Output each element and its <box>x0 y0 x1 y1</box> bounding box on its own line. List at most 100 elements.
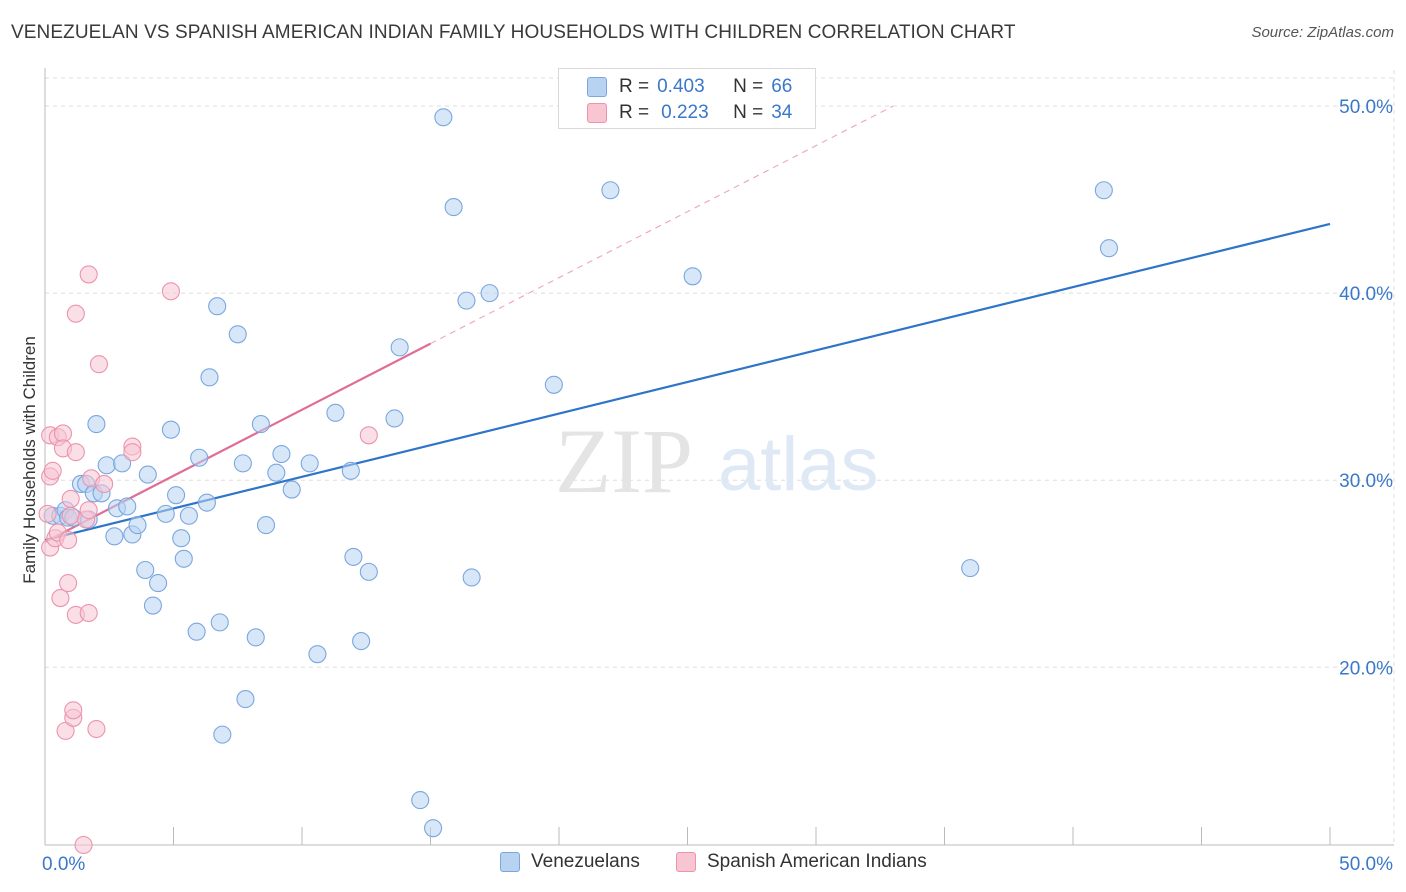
point-venezuelans <box>424 819 443 838</box>
point-venezuelans <box>233 454 252 473</box>
point-venezuelans <box>213 725 232 744</box>
point-venezuelans <box>683 267 702 286</box>
point-venezuelans <box>208 297 227 316</box>
point-venezuelans <box>444 198 463 217</box>
tick-labels: 20.0% 30.0% 40.0% 50.0% 0.0% 50.0% <box>42 97 1393 875</box>
point-spanish-american-indians <box>79 265 98 284</box>
point-venezuelans <box>344 547 363 566</box>
y-tick-label: 20.0% <box>1339 658 1393 679</box>
point-venezuelans <box>457 291 476 310</box>
point-venezuelans <box>105 527 124 546</box>
point-venezuelans <box>167 486 186 505</box>
point-venezuelans <box>256 516 276 535</box>
x-tick-label: 0.0% <box>42 854 85 875</box>
point-venezuelans <box>961 559 980 578</box>
y-tick-label: 50.0% <box>1339 97 1393 118</box>
x-tick-label: 50.0% <box>1339 854 1393 875</box>
correlation-legend: R = 0.403 N = 66 R = 0.223 N = 34 <box>558 68 816 129</box>
point-venezuelans <box>544 375 563 394</box>
legend-row-venezuelans: R = 0.403 N = 66 <box>587 74 792 100</box>
series-legend-venezuelans[interactable]: Venezuelans <box>500 851 640 873</box>
point-spanish-american-indians <box>64 701 83 720</box>
legend-n-label: N = <box>733 76 764 97</box>
legend-n-value: 34 <box>771 102 793 123</box>
point-venezuelans <box>601 181 620 200</box>
point-spanish-american-indians <box>79 603 98 623</box>
point-spanish-american-indians <box>61 506 80 525</box>
point-venezuelans <box>138 465 157 484</box>
watermark-atlas: atlas <box>718 422 879 507</box>
point-venezuelans <box>308 645 327 664</box>
point-venezuelans <box>149 574 168 593</box>
point-spanish-american-indians <box>79 501 98 520</box>
y-axis-title-text: Family Households with Children <box>20 336 39 584</box>
legend-r-value: 0.223 <box>661 102 709 123</box>
point-venezuelans <box>390 338 409 357</box>
point-spanish-american-indians <box>89 355 109 374</box>
point-venezuelans <box>187 622 206 641</box>
point-venezuelans <box>1099 239 1119 258</box>
point-venezuelans <box>87 415 106 434</box>
point-venezuelans <box>197 493 216 512</box>
watermark-zip: ZIP <box>555 410 693 512</box>
chart-source: Source: ZipAtlas.com <box>1251 24 1394 41</box>
point-spanish-american-indians <box>87 719 106 739</box>
y-tick-label: 30.0% <box>1339 471 1393 492</box>
point-venezuelans <box>179 506 198 525</box>
legend-r-label: R = <box>619 102 650 123</box>
legend-swatch-pink <box>676 852 696 872</box>
point-venezuelans <box>118 497 137 516</box>
series-legend: Venezuelans Spanish American Indians <box>0 851 1406 879</box>
legend-n-value: 66 <box>771 76 793 97</box>
point-spanish-american-indians <box>66 304 85 323</box>
chart-title: VENEZUELAN VS SPANISH AMERICAN INDIAN FA… <box>11 22 1016 43</box>
point-spanish-american-indians <box>59 574 78 593</box>
point-venezuelans <box>480 284 499 303</box>
point-venezuelans <box>236 690 255 709</box>
series-legend-spanish-american-indians[interactable]: Spanish American Indians <box>676 851 927 873</box>
point-venezuelans <box>200 368 219 387</box>
legend-swatch-blue <box>500 852 520 872</box>
point-spanish-american-indians <box>359 426 378 445</box>
point-venezuelans <box>434 108 453 127</box>
point-spanish-american-indians <box>51 589 70 608</box>
point-venezuelans <box>143 596 162 615</box>
watermark: ZIP atlas <box>555 410 879 512</box>
point-venezuelans <box>282 480 301 499</box>
point-venezuelans <box>326 403 345 422</box>
point-spanish-american-indians <box>74 835 93 855</box>
legend-swatch-blue <box>587 77 607 97</box>
point-venezuelans <box>190 448 209 467</box>
point-venezuelans <box>246 628 265 647</box>
point-venezuelans <box>411 791 430 810</box>
point-venezuelans <box>136 560 155 580</box>
series-legend-label: Spanish American Indians <box>707 851 927 872</box>
point-spanish-american-indians <box>66 443 85 462</box>
point-venezuelans <box>341 461 360 480</box>
point-venezuelans <box>172 529 191 548</box>
point-spanish-american-indians <box>43 461 62 480</box>
point-venezuelans <box>156 504 175 523</box>
point-venezuelans <box>267 463 286 482</box>
point-spanish-american-indians <box>59 531 78 550</box>
point-spanish-american-indians <box>123 443 142 462</box>
data-points <box>38 108 1119 855</box>
legend-swatch-pink <box>587 103 607 123</box>
point-venezuelans <box>251 415 270 434</box>
point-venezuelans <box>97 456 116 475</box>
point-venezuelans <box>161 420 180 439</box>
point-venezuelans <box>174 549 193 568</box>
point-venezuelans <box>359 562 378 581</box>
point-venezuelans <box>462 568 481 587</box>
point-venezuelans <box>1094 181 1113 200</box>
point-venezuelans <box>210 613 229 632</box>
point-spanish-american-indians <box>61 489 80 508</box>
point-venezuelans <box>128 516 147 535</box>
point-venezuelans <box>352 632 371 651</box>
point-spanish-american-indians <box>95 474 114 493</box>
trend-line-extension-spanish-american-indians <box>430 105 894 345</box>
point-venezuelans <box>300 454 319 473</box>
trend-line-venezuelans <box>44 222 1331 542</box>
point-spanish-american-indians <box>161 282 180 301</box>
